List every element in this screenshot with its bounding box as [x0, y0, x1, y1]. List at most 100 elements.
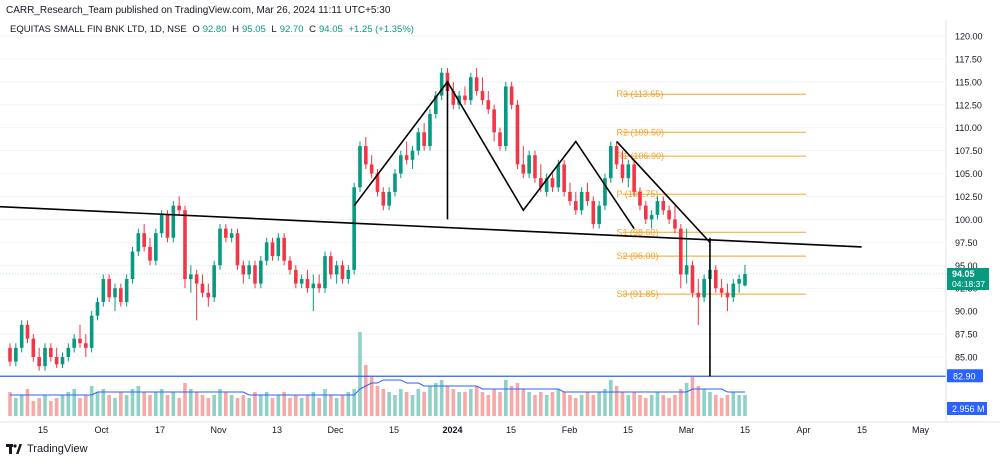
candle-body	[43, 347, 47, 367]
candle-body	[451, 91, 456, 105]
volume-bar	[148, 395, 152, 416]
volume-bar	[684, 383, 689, 416]
volume-bar	[154, 392, 158, 416]
support-badge	[947, 369, 983, 383]
pivot-label: S1 (98.60)	[616, 227, 658, 237]
volume-bar	[72, 389, 76, 416]
change-value: +1.25 (+1.35%)	[348, 24, 414, 35]
pivot-label: R3 (113.65)	[616, 89, 663, 99]
time-axis[interactable]: 15 Oct 17 Nov 13 Dec 15 2024 15 Feb 15 Mar 15 Apr 15 Ma…	[0, 421, 1000, 435]
volume-bar	[743, 395, 747, 416]
volume-bar	[696, 386, 701, 416]
volume-bar	[381, 389, 386, 416]
candle-body	[189, 274, 193, 280]
candle-body	[387, 191, 391, 206]
price-tick-label: 110.00	[955, 123, 982, 133]
volume-bar	[352, 389, 356, 416]
volume-bar	[177, 398, 181, 416]
volume-bar	[655, 392, 660, 416]
volume-bar	[95, 392, 100, 416]
volume-bar	[369, 377, 374, 416]
volume-bar	[638, 395, 642, 416]
volume-bar	[451, 389, 456, 416]
volume-bar	[626, 395, 631, 416]
volume-bar	[282, 392, 286, 416]
symbol-legend[interactable]: EQUITAS SMALL FIN BNK LTD, 1D, NSE O 92.8…	[10, 24, 417, 35]
volume-bar	[469, 389, 473, 416]
pivot-label: S2 (96.00)	[616, 251, 658, 261]
candle-body	[463, 95, 467, 101]
tradingview-brand: TradingView	[27, 443, 88, 455]
neckline	[0, 205, 862, 248]
volume-bar	[317, 398, 321, 416]
candle-body	[136, 233, 141, 252]
candle-body	[229, 233, 234, 238]
candle-body	[206, 292, 211, 298]
price-tick-label: 90.00	[955, 307, 978, 317]
volume-bar	[311, 392, 316, 416]
volume-bar	[597, 392, 601, 416]
volume-bar	[305, 395, 310, 416]
candle-body	[556, 164, 561, 188]
pattern-drawings	[0, 80, 862, 377]
candle-body	[19, 324, 24, 348]
volume-bar	[539, 392, 543, 416]
time-tick-label: 15	[389, 425, 399, 435]
pivot-label: R2 (109.50)	[616, 127, 664, 137]
candle-body	[579, 191, 584, 211]
volume-bar	[60, 395, 65, 416]
candle-body	[533, 155, 537, 179]
volume-bar	[713, 395, 718, 416]
volume-bar	[556, 389, 561, 416]
candles	[8, 68, 747, 371]
volume-bar	[119, 392, 123, 416]
volume-bar	[136, 386, 141, 416]
candle-body	[527, 155, 531, 174]
high-label: H	[232, 24, 239, 35]
candle-body	[311, 283, 316, 289]
volume-bar	[101, 389, 106, 416]
volume-bar	[661, 395, 666, 416]
candle-body	[620, 164, 625, 179]
symbol-name[interactable]: EQUITAS SMALL FIN BNK LTD, 1D, NSE	[10, 24, 187, 35]
volume-bar	[632, 392, 636, 416]
volume-bar	[259, 395, 263, 416]
candle-body	[673, 219, 677, 229]
volume-bar	[731, 392, 736, 416]
volume-bar	[364, 365, 368, 416]
volume-bar	[562, 392, 566, 416]
pattern-line	[616, 140, 711, 243]
time-tick-label: Dec	[327, 425, 344, 435]
candle-body	[702, 279, 706, 298]
time-tick-label: Nov	[210, 425, 227, 435]
candle-body	[334, 265, 339, 275]
candle-body	[288, 260, 292, 270]
candle-body	[638, 191, 642, 206]
price-tick-label: 87.50	[955, 330, 978, 340]
candle-body	[480, 91, 485, 101]
volume-bar	[358, 332, 362, 416]
volume-bar	[19, 395, 24, 416]
volume-bar	[643, 398, 648, 416]
volume-bar	[608, 380, 613, 416]
candle-body	[597, 205, 601, 225]
volume-bar	[183, 383, 187, 416]
candle-body	[649, 214, 654, 220]
price-axis[interactable]: 120.00 117.50 115.00 112.50 110.00 107.50 105.…	[945, 20, 983, 422]
volume-bar	[142, 392, 146, 416]
tradingview-footer[interactable]: TradingView	[6, 441, 88, 457]
candle-body	[101, 279, 106, 302]
time-tick-label: 15	[740, 425, 750, 435]
candle-body	[439, 72, 444, 96]
candle-body	[591, 201, 596, 225]
candle-body	[585, 191, 590, 202]
volume-bar	[107, 395, 111, 416]
price-tick-label: 117.50	[955, 54, 982, 64]
bar-countdown: 04:18:37	[952, 279, 985, 289]
candle-body	[719, 288, 724, 293]
candle-body	[515, 104, 520, 165]
volume-bar	[323, 389, 327, 416]
candle-body	[276, 237, 281, 257]
volume-bar	[78, 398, 82, 416]
